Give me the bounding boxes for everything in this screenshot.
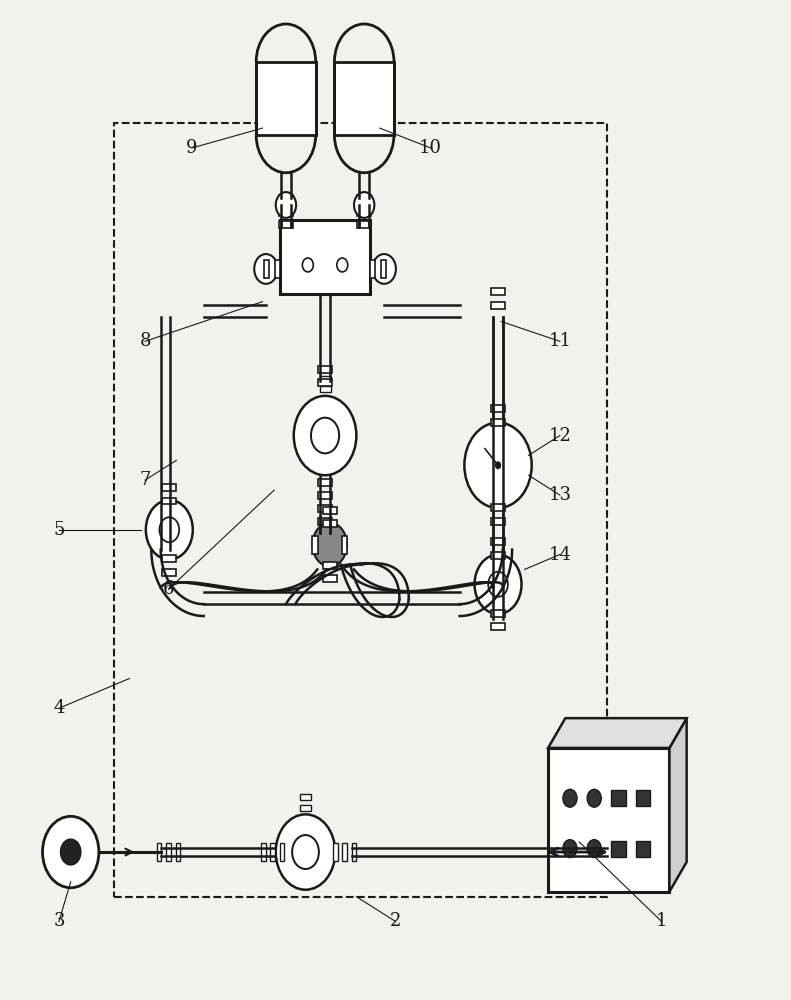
Bar [300,794,311,800]
Bar [320,386,331,392]
Circle shape [587,789,601,807]
Bar [264,260,270,278]
Circle shape [312,523,347,566]
Text: 14: 14 [548,546,571,564]
Bar [162,498,176,504]
Text: 9: 9 [186,139,198,157]
Text: 3: 3 [53,912,65,930]
Bar [343,843,347,861]
Bar [333,843,338,861]
Bar [491,405,505,412]
Circle shape [464,423,532,508]
Circle shape [254,254,278,284]
Text: 13: 13 [548,486,571,504]
Text: 12: 12 [548,427,571,445]
Bar [261,843,266,861]
Circle shape [587,840,601,857]
Bar [491,302,505,309]
Circle shape [276,814,335,890]
Bar [636,790,649,806]
Bar [162,569,176,576]
Bar [162,484,176,491]
Bar [491,552,505,559]
Text: 10: 10 [419,139,442,157]
Bar [318,492,332,499]
Bar [318,518,332,525]
Bar [279,207,293,214]
Bar [280,220,370,294]
Bar [491,623,505,630]
Bar [166,843,171,861]
Circle shape [276,192,296,218]
Circle shape [43,816,99,888]
Bar [318,505,332,512]
Bar [352,843,357,861]
Bar [300,805,311,811]
Bar [636,841,649,857]
Text: 2: 2 [390,912,401,930]
Text: 6: 6 [163,580,174,598]
Bar [279,221,293,228]
Bar [271,843,275,861]
Polygon shape [669,718,687,892]
Bar [491,610,505,617]
Bar [323,575,337,582]
Circle shape [563,789,577,807]
Bar [369,260,375,278]
Circle shape [146,500,193,560]
Bar [176,843,180,861]
Bar [342,536,347,554]
Bar [380,260,386,278]
Text: 1: 1 [656,912,668,930]
Bar [323,507,337,514]
Polygon shape [548,718,687,748]
Bar [114,123,607,897]
Bar [280,843,284,861]
Bar [358,195,371,202]
Bar [320,376,331,381]
Circle shape [563,840,577,857]
Bar [157,843,161,861]
Circle shape [475,555,521,614]
Bar [358,221,371,228]
Bar [318,379,332,386]
Bar [323,520,337,527]
Bar [279,195,293,202]
Circle shape [293,396,357,475]
Bar [318,366,332,373]
Bar [275,260,281,278]
Bar [358,209,371,216]
Bar [491,504,505,511]
Bar [491,518,505,525]
Bar [611,790,626,806]
Bar [358,207,371,214]
Bar [318,479,332,486]
Bar [256,62,316,135]
Text: 5: 5 [53,521,65,539]
Circle shape [61,839,81,865]
Bar [279,209,293,216]
Text: 4: 4 [53,699,65,717]
Text: 7: 7 [139,471,151,489]
Bar [312,536,318,554]
Bar [491,419,505,426]
Bar [611,841,626,857]
Bar [162,555,176,562]
Bar [323,562,337,569]
Circle shape [495,461,501,469]
Bar [548,748,669,892]
Text: 8: 8 [139,332,151,350]
Bar [491,288,505,295]
Circle shape [373,254,396,284]
Circle shape [354,192,374,218]
Text: 11: 11 [548,332,571,350]
Bar [335,62,394,135]
Bar [491,538,505,545]
